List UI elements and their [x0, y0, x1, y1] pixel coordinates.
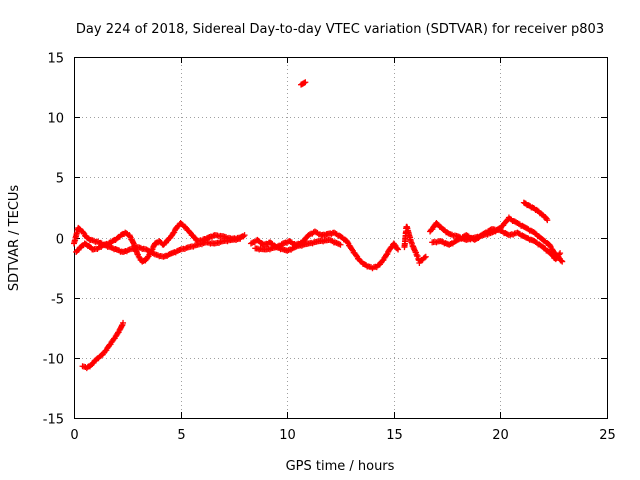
data-point	[240, 233, 247, 240]
data-point	[266, 246, 273, 253]
data-point	[544, 217, 551, 224]
x-tick-label: 5	[177, 428, 185, 443]
data-point	[135, 253, 142, 260]
data-point	[353, 252, 360, 259]
data-point	[433, 239, 440, 246]
x-tick-label: 15	[386, 428, 403, 443]
x-tick-label: 20	[492, 428, 509, 443]
x-tick-label: 25	[599, 428, 616, 443]
data-points	[71, 79, 566, 372]
data-point	[80, 229, 87, 236]
grid-lines	[74, 57, 607, 418]
data-point	[557, 250, 564, 257]
data-point	[391, 241, 398, 248]
data-point	[276, 245, 283, 252]
y-tick-label: 5	[56, 172, 64, 187]
data-point	[344, 239, 351, 246]
data-point	[309, 240, 316, 247]
data-point	[320, 238, 327, 245]
data-point	[241, 232, 248, 239]
y-tick-label: 15	[47, 52, 64, 67]
data-point	[349, 246, 356, 253]
data-point	[237, 235, 244, 242]
y-tick-label: -5	[51, 293, 64, 308]
y-tick-label: -10	[43, 353, 64, 368]
data-point	[298, 242, 305, 249]
chart-title: Day 224 of 2018, Sidereal Day-to-day VTE…	[76, 22, 604, 37]
y-axis-label: SDTVAR / TECUs	[7, 185, 22, 292]
data-point	[421, 254, 428, 261]
data-point	[556, 251, 563, 258]
y-tick-label: 0	[56, 233, 64, 248]
y-tick-label: -15	[43, 413, 64, 428]
data-point	[394, 245, 401, 252]
x-axis-label: GPS time / hours	[286, 459, 395, 474]
x-tick-label: 0	[70, 428, 78, 443]
axis-ticks: 0 5 10 15 20 25 -15 -10 -5 0 5 10 15	[43, 52, 616, 444]
x-tick-label: 10	[279, 428, 296, 443]
data-point	[395, 246, 402, 253]
data-point	[337, 241, 344, 248]
data-point	[547, 242, 554, 249]
data-point	[559, 258, 566, 265]
data-point	[120, 319, 127, 326]
data-point	[302, 79, 309, 86]
y-tick-label: 10	[47, 112, 64, 127]
data-point	[558, 257, 565, 264]
data-point	[422, 253, 429, 260]
data-point	[329, 238, 336, 245]
